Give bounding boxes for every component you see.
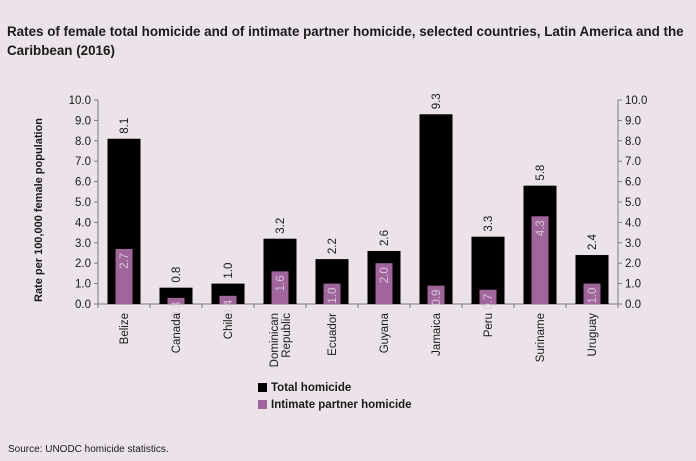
bar-intimate-partner-homicide [219, 295, 237, 304]
legend-item-intimate: Intimate partner homicide [258, 396, 412, 413]
value-label-total: 0.8 [171, 267, 183, 283]
y-tick-label-left: 0.0 [75, 299, 91, 311]
value-label-intimate: 0.9 [431, 290, 443, 306]
y-tick-label-right: 8.0 [625, 136, 641, 148]
bar-intimate-partner-homicide [375, 263, 393, 304]
value-label-total: 5.8 [535, 165, 547, 181]
value-label-intimate: 2.0 [379, 267, 391, 283]
y-tick-label-left: 3.0 [75, 238, 91, 250]
legend: Total homicide Intimate partner homicide [258, 379, 412, 413]
y-tick-label-right: 10.0 [625, 95, 647, 107]
bar-intimate-partner-homicide [271, 271, 289, 304]
value-label-total: 2.2 [327, 238, 339, 254]
y-tick-label-right: 3.0 [625, 238, 641, 250]
value-label-total: 2.6 [379, 230, 391, 246]
value-label-intimate: 1.0 [327, 288, 339, 304]
category-label: Ecuador [327, 313, 339, 356]
category-label: Jamaica [431, 312, 443, 355]
y-tick-label-left: 10.0 [69, 95, 91, 107]
chart-title: Rates of female total homicide and of in… [7, 24, 684, 58]
y-tick-label-left: 8.0 [75, 136, 91, 148]
y-tick-label-left: 6.0 [75, 177, 91, 189]
value-label-intimate: 1.0 [587, 288, 599, 304]
bar-intimate-partner-homicide [323, 283, 341, 304]
legend-swatch-total [258, 383, 267, 392]
legend-swatch-intimate [258, 400, 267, 409]
y-tick-label-right: 5.0 [625, 197, 641, 209]
value-label-total: 3.3 [483, 216, 495, 232]
legend-item-total: Total homicide [258, 379, 412, 396]
bar-intimate-partner-homicide [115, 248, 133, 304]
bar-intimate-partner-homicide [583, 283, 601, 304]
value-label-total: 9.3 [431, 93, 443, 109]
y-tick-label-left: 4.0 [75, 217, 91, 229]
bar-total-homicide [419, 114, 453, 304]
value-label-total: 1.0 [223, 263, 235, 279]
y-tick-label-right: 0.0 [625, 299, 641, 311]
value-label-total: 8.1 [119, 118, 131, 134]
y-tick-label-right: 4.0 [625, 217, 641, 229]
value-label-total: 3.2 [275, 218, 287, 234]
value-label-intimate: 0.4 [223, 299, 235, 316]
category-label: Canada [171, 312, 183, 353]
y-tick-label-left: 1.0 [75, 279, 91, 291]
y-tick-label-right: 1.0 [625, 279, 641, 291]
bar-intimate-partner-homicide [479, 289, 497, 304]
y-axis-label: Rate per 100,000 female population [33, 118, 45, 302]
y-tick-label-left: 5.0 [75, 197, 91, 209]
bar-intimate-partner-homicide [531, 216, 549, 304]
y-tick-label-left: 7.0 [75, 156, 91, 168]
bar-intimate-partner-homicide [427, 285, 445, 304]
y-tick-label-right: 2.0 [625, 258, 641, 270]
category-label: Uruguay [587, 313, 599, 357]
category-label: Chile [223, 313, 235, 339]
value-label-intimate: 4.3 [535, 220, 547, 236]
category-label: Peru [483, 313, 495, 337]
category-label: Belize [119, 313, 131, 344]
y-tick-label-right: 9.0 [625, 115, 641, 127]
legend-label-total: Total homicide [271, 381, 352, 394]
category-label: Guyana [379, 312, 391, 353]
y-tick-label-left: 9.0 [75, 115, 91, 127]
y-tick-label-right: 6.0 [625, 177, 641, 189]
value-label-intimate: 0.7 [483, 294, 495, 310]
category-label: Dominican [269, 313, 281, 367]
value-label-intimate: 1.6 [275, 275, 287, 291]
y-tick-label-right: 7.0 [625, 156, 641, 168]
bar-intimate-partner-homicide [167, 297, 185, 304]
value-label-total: 2.4 [587, 233, 599, 250]
value-label-intimate: 0.3 [171, 302, 183, 318]
y-tick-label-left: 2.0 [75, 258, 91, 270]
category-label: Suriname [535, 313, 547, 362]
legend-label-intimate: Intimate partner homicide [271, 398, 412, 411]
value-label-intimate: 2.7 [119, 253, 131, 269]
source-note: Source: UNODC homicide statistics. [8, 444, 169, 455]
category-label: Republic [281, 313, 293, 358]
